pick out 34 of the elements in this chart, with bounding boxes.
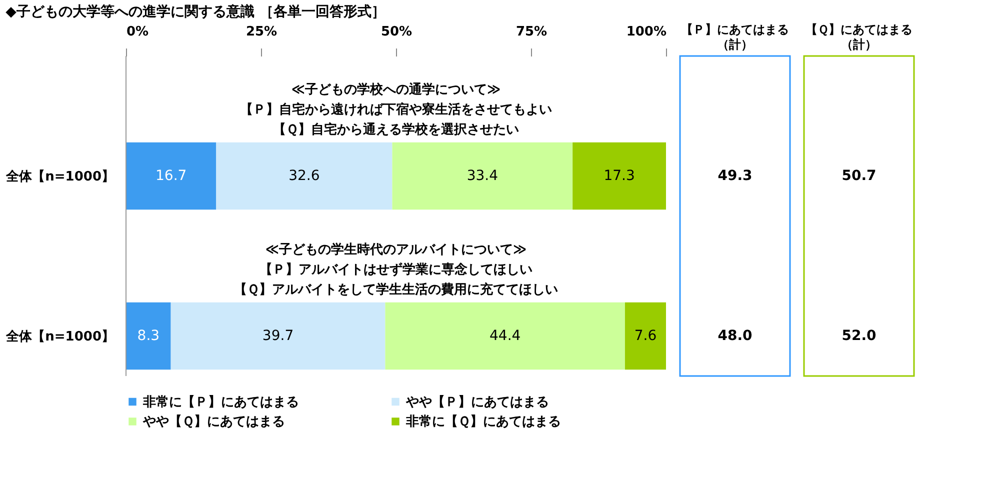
- y-tick-label: 全体【n=1000】: [5, 328, 114, 344]
- annotation: 【Ｐ】自宅から遠ければ下宿や寮生活をさせてもよい: [240, 102, 552, 118]
- text: 48.0: [718, 328, 752, 344]
- x-tick-label: 100%: [626, 24, 666, 40]
- data-label: 33.4: [466, 168, 498, 184]
- data-label: 7.6: [634, 328, 657, 344]
- annotation: ≪子どもの学校への通学について≫: [291, 82, 501, 98]
- data-label: 16.7: [156, 168, 187, 184]
- text: （計）: [841, 37, 877, 52]
- annotation: 【Ｐ】アルバイトはせず学業に専念してほしい: [260, 262, 532, 278]
- text: 【Ｑ】にあてはまる: [806, 22, 912, 36]
- text: 【Ｐ】にあてはまる: [681, 22, 789, 36]
- x-tick-label: 25%: [246, 24, 278, 40]
- x-tick-label: 50%: [380, 24, 412, 40]
- y-tick-label: 全体【n=1000】: [5, 168, 114, 184]
- annotation: 【Ｑ】自宅から通える学校を選択させたい: [273, 122, 519, 138]
- legend-label: 非常に【Ｑ】にあてはまる: [405, 414, 561, 430]
- legend-label: 非常に【Ｐ】にあてはまる: [142, 394, 299, 410]
- annotation: 【Ｑ】アルバイトをして学生生活の費用に充ててほしい: [234, 282, 558, 298]
- data-label: 17.3: [604, 168, 635, 184]
- text: 50.7: [842, 168, 876, 184]
- chart-title: ◆子どもの大学等への進学に関する意識 ［各単一回答形式］: [6, 3, 386, 20]
- text: （計）: [717, 37, 753, 52]
- legend-label: やや【Ｑ】にあてはまる: [142, 414, 285, 430]
- text: 49.3: [718, 168, 752, 184]
- legend-label: やや【Ｐ】にあてはまる: [405, 394, 549, 410]
- annotation: ≪子どもの学生時代のアルバイトについて≫: [265, 242, 527, 258]
- data-label: 39.7: [262, 328, 294, 344]
- text: 52.0: [842, 328, 876, 344]
- data-label: 8.3: [137, 328, 160, 344]
- data-label: 44.4: [489, 328, 521, 344]
- x-tick-label: 0%: [126, 24, 149, 40]
- x-tick-label: 75%: [516, 24, 548, 40]
- data-label: 32.6: [288, 168, 320, 184]
